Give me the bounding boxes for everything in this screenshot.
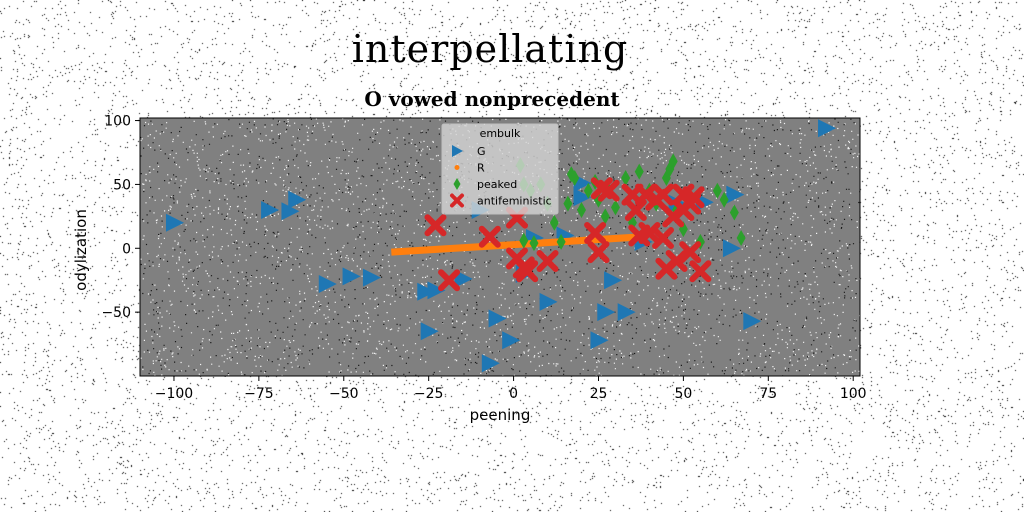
axis-ticks: −100 −75 −50 −25 0 25 50 75 100 100 50 0 −50 — [101, 114, 866, 402]
point-G-21 — [597, 303, 616, 322]
point-antifeministic-11 — [597, 179, 620, 202]
point-G-22 — [604, 271, 623, 290]
point-G-9 — [454, 269, 473, 288]
legend-title: embulk — [480, 127, 521, 140]
point-G-2 — [288, 190, 307, 209]
point-peaked-31 — [729, 204, 739, 221]
legend-box — [441, 123, 559, 215]
x-tick-label: −50 — [329, 386, 359, 402]
point-peaked-30 — [719, 191, 729, 208]
point-antifeministic-28 — [682, 186, 705, 209]
x-tick-label: −100 — [155, 386, 193, 402]
point-G-20 — [590, 331, 609, 350]
point-antifeministic-0 — [424, 214, 447, 237]
point-G-6 — [362, 268, 381, 287]
point-antifeministic-9 — [587, 241, 610, 264]
legend-marker-R — [454, 165, 460, 170]
point-G-23 — [617, 303, 636, 322]
point-G-8 — [427, 281, 446, 300]
point-G-29 — [743, 312, 762, 331]
point-G-13 — [502, 331, 521, 350]
point-peaked-14 — [600, 208, 610, 225]
x-tick-label: 75 — [759, 386, 777, 402]
point-peaked-6 — [556, 233, 566, 250]
y-tick-label: 0 — [122, 241, 131, 257]
point-antifeministic-2 — [478, 225, 501, 248]
point-G-5 — [342, 267, 361, 286]
legend-label-R: R — [477, 162, 485, 175]
point-G-12 — [481, 354, 500, 373]
y-tick-label: 100 — [104, 114, 131, 130]
x-tick-label: −75 — [244, 386, 274, 402]
legend-marker-antifeministic — [450, 193, 464, 208]
point-peaked-29 — [712, 182, 722, 199]
series-G — [165, 119, 837, 373]
point-peaked-10 — [577, 201, 587, 218]
point-G-31 — [420, 322, 439, 341]
point-G-7 — [417, 282, 436, 301]
point-peaked-5 — [549, 214, 559, 231]
x-tick-label: −25 — [414, 386, 444, 402]
point-peaked-9 — [570, 170, 580, 187]
point-antifeministic-1 — [438, 269, 461, 292]
plot-frame — [139, 117, 861, 377]
point-antifeministic-7 — [536, 250, 559, 273]
point-antifeministic-18 — [652, 227, 675, 250]
point-peaked-7 — [563, 195, 573, 212]
y-tick-label: 50 — [113, 177, 131, 193]
x-axis-label: peening — [470, 406, 531, 424]
x-tick-label: 50 — [674, 386, 692, 402]
point-G-0 — [165, 213, 184, 232]
point-antifeministic-26 — [652, 183, 675, 206]
point-antifeministic-25 — [689, 260, 712, 283]
x-tick-label: 25 — [590, 386, 608, 402]
legend-label-G: G — [477, 145, 486, 158]
point-peaked-33 — [529, 235, 539, 252]
x-tick-label: 0 — [509, 386, 518, 402]
point-peaked-19 — [634, 163, 644, 180]
y-tick-label: −50 — [101, 305, 131, 321]
point-G-1 — [261, 200, 280, 219]
point-G-16 — [539, 292, 558, 311]
series-antifeministic — [424, 177, 712, 292]
legend-marker-G — [452, 145, 463, 157]
point-peaked-17 — [621, 170, 631, 187]
legend-label-peaked: peaked — [477, 178, 517, 191]
point-antifeministic-21 — [665, 250, 688, 273]
point-peaked-16 — [610, 199, 620, 216]
point-G-11 — [488, 309, 507, 328]
x-tick-label: 100 — [840, 386, 867, 402]
point-antifeministic-13 — [624, 198, 647, 221]
chart-title: O vowed nonprecedent — [364, 87, 620, 111]
legend-label-antifeministic: antifeministic — [477, 195, 552, 208]
point-peaked-34 — [519, 232, 529, 249]
point-antifeministic-24 — [679, 241, 702, 264]
legend-marker-peaked — [453, 178, 461, 190]
point-G-4 — [318, 275, 337, 294]
y-axis-label: odylization — [72, 209, 90, 291]
point-peaked-11 — [583, 182, 593, 199]
figure-suptitle: interpellating — [352, 27, 629, 71]
point-antifeministic-6 — [516, 260, 539, 283]
point-G-27 — [722, 239, 741, 258]
point-peaked-32 — [736, 230, 746, 247]
point-G-30 — [818, 119, 837, 138]
point-G-28 — [726, 185, 745, 204]
point-G-3 — [281, 202, 300, 221]
point-G-18 — [573, 188, 592, 207]
point-peaked-24 — [668, 153, 678, 170]
point-antifeministic-15 — [635, 183, 658, 206]
point-antifeministic-8 — [584, 221, 607, 244]
